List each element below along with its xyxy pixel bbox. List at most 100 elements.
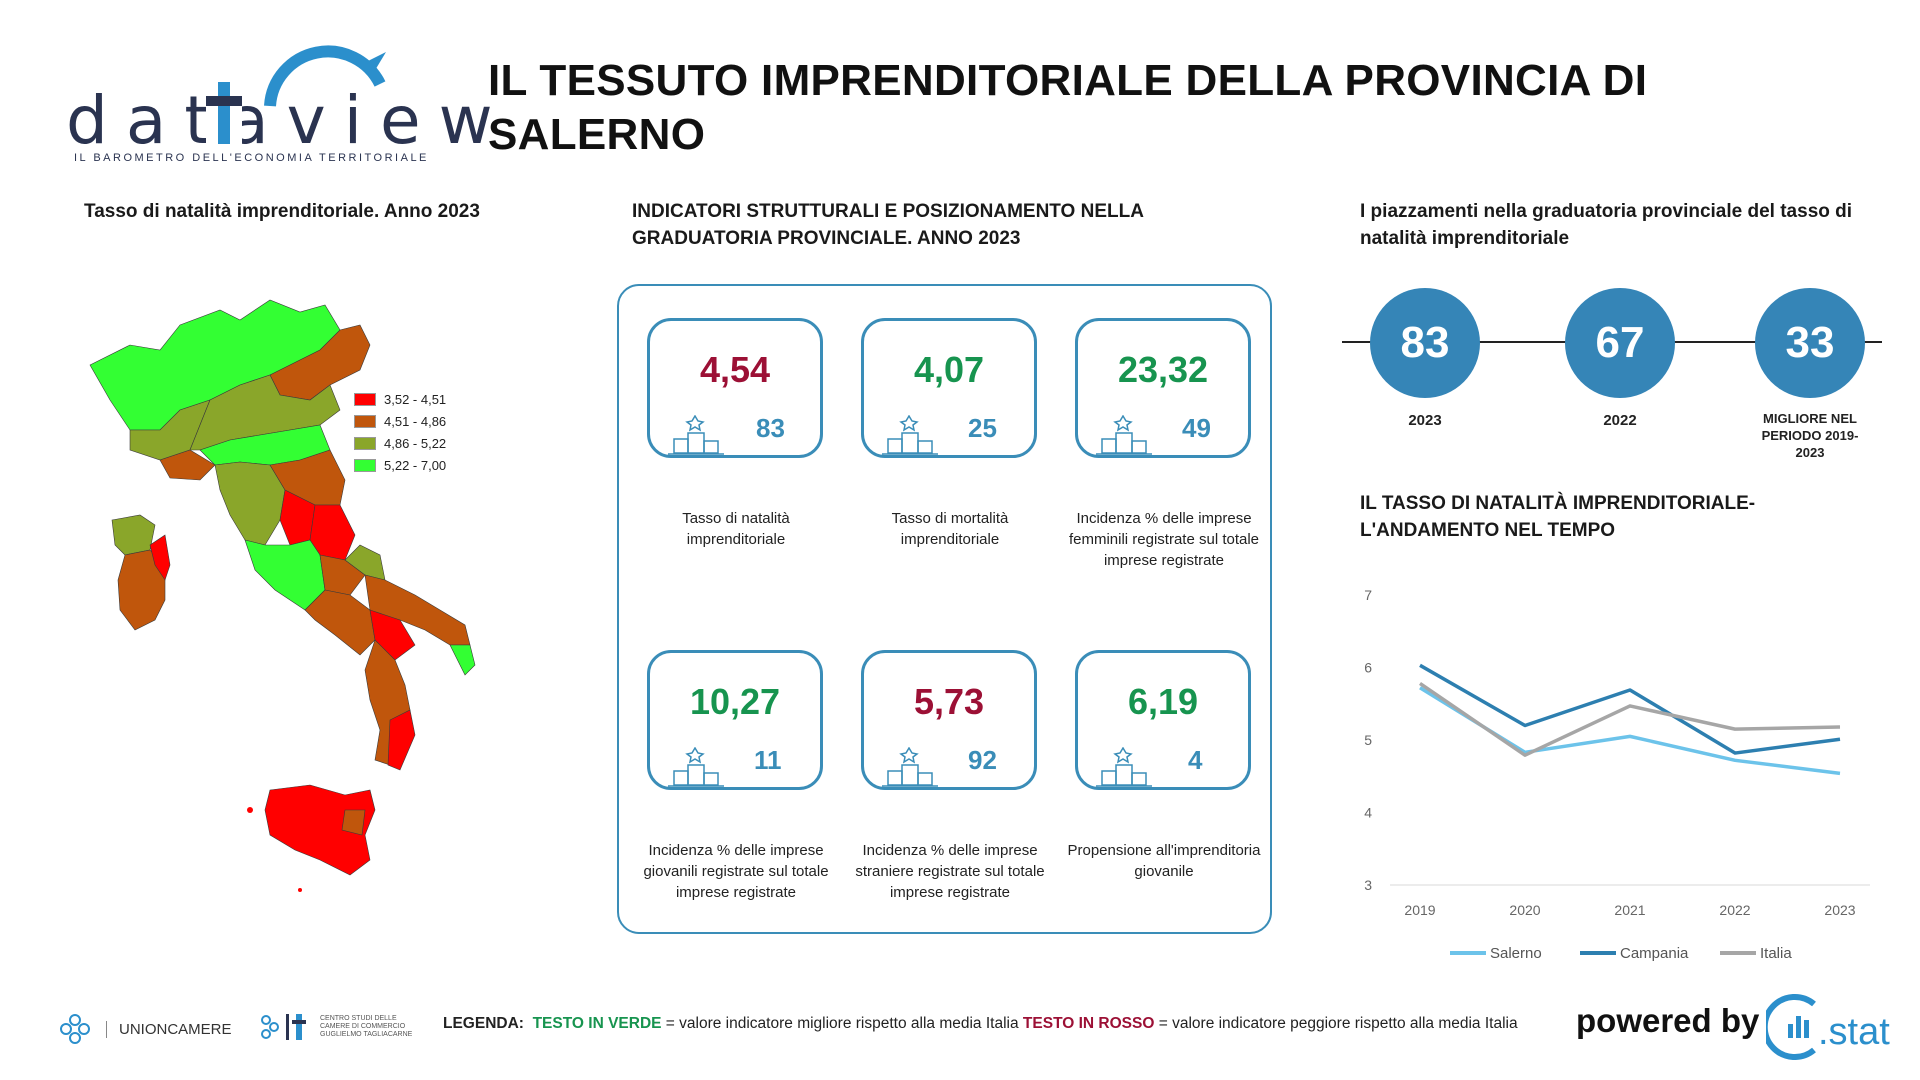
indicator-label: Propensione all'imprenditoria giovanile xyxy=(1067,842,1261,880)
podium-icon xyxy=(1096,747,1152,787)
x-tick-label: 2020 xyxy=(1509,902,1540,918)
unioncamere-label: UNIONCAMERE xyxy=(106,1020,232,1038)
x-tick-label: 2023 xyxy=(1824,902,1855,918)
indicator-card: 23,32 49 xyxy=(1075,318,1251,458)
ranking-year-label: 2023 xyxy=(1408,412,1442,429)
trend-line-chart: 3 4 5 6 7 2019 2020 2021 2022 2023 Salerno Campania… xyxy=(1364,587,1870,962)
podium-icon xyxy=(668,415,724,455)
legend-red-desc: = valore indicatore peggiore rispetto al… xyxy=(1158,1015,1518,1032)
map-legend-item: 4,51 - 4,86 xyxy=(354,410,446,432)
indicator-value: 10,27 xyxy=(689,681,781,722)
indicator-value: 23,32 xyxy=(1117,349,1209,390)
podium-icon xyxy=(668,747,724,787)
series-line-campania xyxy=(1419,663,1841,755)
map-region-lazio xyxy=(244,539,326,611)
gauge-arc-icon xyxy=(264,45,386,107)
series-line-italia xyxy=(1419,682,1841,757)
color-legend: LEGENDA: TESTO IN VERDE = valore indicat… xyxy=(443,1015,1518,1033)
brand-name: dataview xyxy=(66,82,511,159)
dataview-logo: dataview IL BAROMETRO DELL'ECONOMIA TERR… xyxy=(66,44,493,174)
italy-choropleth-map xyxy=(89,299,476,892)
indicators-panel xyxy=(617,284,1272,934)
indicator-rank: 4 xyxy=(1188,745,1203,775)
centro-studi-label: CENTRO STUDI DELLE CAMERE DI COMMERCIO G… xyxy=(320,1015,413,1038)
indicator-value: 5,73 xyxy=(913,681,985,722)
y-tick-label: 3 xyxy=(1364,877,1372,893)
indicator-value: 4,07 xyxy=(913,349,985,390)
x-tick-label: 2021 xyxy=(1614,902,1645,918)
indicator-value: 4,54 xyxy=(699,349,771,390)
indicator-rank: 92 xyxy=(968,745,997,775)
map-region-puglia-north xyxy=(344,544,386,581)
map-region-sicily-east xyxy=(341,809,366,836)
ranking-year-label: 2022 xyxy=(1603,412,1637,429)
legend-label: Italia xyxy=(1760,945,1792,962)
trend-title: IL TASSO DI NATALITÀ IMPRENDITORIALE- L'… xyxy=(1360,493,1756,541)
legend-swatch-green xyxy=(354,458,376,472)
x-tick-label: 2019 xyxy=(1404,902,1435,918)
map-legend: 3,52 - 4,51 4,51 - 4,86 4,86 - 5,22 5,22… xyxy=(354,388,446,476)
map-region-liguria xyxy=(159,449,216,481)
unioncamere-logo: UNIONCAMERE xyxy=(58,1012,232,1046)
y-tick-label: 4 xyxy=(1364,805,1372,821)
map-region-tuscany xyxy=(214,461,286,546)
indicator-card: 6,19 4 xyxy=(1075,650,1251,790)
map-legend-item: 5,22 - 7,00 xyxy=(354,454,446,476)
ranking-best-label: MIGLIORE NEL PERIODO 2019-2023 xyxy=(1761,411,1859,460)
indicator-label: Tasso di mortalità imprenditoriale xyxy=(891,510,1009,548)
cstat-logo: .stat xyxy=(1766,994,1890,1060)
legend-green-desc: = valore indicatore migliore rispetto al… xyxy=(665,1015,1019,1032)
indicator-value: 6,19 xyxy=(1127,681,1199,722)
map-region-sicily xyxy=(264,784,376,876)
indicator-label: Tasso di natalità imprenditoriale xyxy=(682,510,790,548)
y-tick-label: 5 xyxy=(1364,732,1372,748)
indicator-rank: 11 xyxy=(754,745,782,775)
rankings-title: I piazzamenti nella graduatoria provinci… xyxy=(1360,201,1853,249)
indicator-rank: 49 xyxy=(1182,413,1211,443)
map-region-sardinia-north xyxy=(111,514,156,556)
powered-by-label: powered by xyxy=(1576,1002,1760,1039)
map-title: Tasso di natalità imprenditoriale. Anno … xyxy=(84,201,480,222)
ranking-circle: 33 xyxy=(1755,288,1865,398)
legend-label: Salerno xyxy=(1490,945,1542,962)
indicator-label: Incidenza % delle imprese straniere regi… xyxy=(855,842,1045,901)
legend-label: LEGENDA: xyxy=(443,1015,524,1032)
ranking-circle: 83 xyxy=(1370,288,1480,398)
indicator-card: 4,07 25 xyxy=(861,318,1037,458)
indicators-title: INDICATORI STRUTTURALI E POSIZIONAMENTO … xyxy=(632,201,1144,249)
legend-label: Campania xyxy=(1620,945,1689,962)
map-legend-label: 3,52 - 4,51 xyxy=(384,391,447,407)
map-region-calabria-south xyxy=(387,709,416,771)
legend-swatch-olive xyxy=(354,436,376,450)
indicator-rank: 25 xyxy=(968,413,997,443)
y-tick-label: 7 xyxy=(1364,587,1372,603)
indicator-card: 5,73 92 xyxy=(861,650,1037,790)
indicator-rank: 83 xyxy=(756,413,785,443)
podium-icon xyxy=(882,415,938,455)
centro-studi-logo: CENTRO STUDI DELLE CAMERE DI COMMERCIO G… xyxy=(256,1010,420,1044)
cstat-text: .stat xyxy=(1818,1011,1890,1053)
x-tick-label: 2022 xyxy=(1719,902,1750,918)
indicator-card: 10,27 11 xyxy=(647,650,823,790)
map-legend-item: 4,86 - 5,22 xyxy=(354,432,446,454)
indicator-card: 4,54 83 xyxy=(647,318,823,458)
brand-t-mark-icon xyxy=(206,82,242,144)
podium-icon xyxy=(882,747,938,787)
map-legend-label: 5,22 - 7,00 xyxy=(384,457,447,473)
legend-swatch-red xyxy=(354,392,376,406)
map-region-molise xyxy=(319,554,366,596)
legend-red-label: TESTO IN ROSSO xyxy=(1022,1015,1155,1032)
map-legend-item: 3,52 - 4,51 xyxy=(354,388,446,410)
centro-studi-icon xyxy=(261,1014,306,1040)
map-legend-label: 4,86 - 5,22 xyxy=(384,435,447,451)
unioncamere-flower-icon xyxy=(60,1014,90,1044)
legend-green-label: TESTO IN VERDE xyxy=(532,1015,662,1032)
podium-icon xyxy=(1096,415,1152,455)
map-legend-label: 4,51 - 4,86 xyxy=(384,413,447,429)
indicator-label: Incidenza % delle imprese giovanili regi… xyxy=(643,842,829,901)
ranking-circle: 67 xyxy=(1565,288,1675,398)
indicator-label: Incidenza % delle imprese femminili regi… xyxy=(1068,510,1260,569)
map-region-campania xyxy=(304,589,376,656)
map-region-basilicata xyxy=(369,609,416,661)
page-title: IL TESSUTO IMPRENDITORIALE DELLA PROVINC… xyxy=(488,56,1648,159)
